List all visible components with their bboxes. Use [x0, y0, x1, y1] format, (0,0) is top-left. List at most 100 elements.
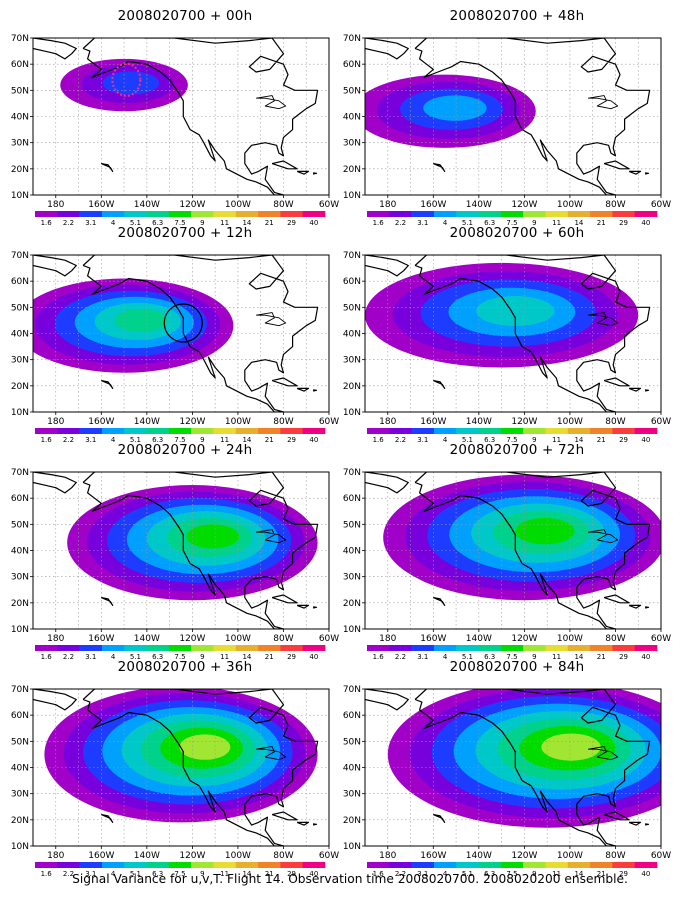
lon-tick-label: 100W: [557, 634, 583, 644]
map-figure: 10N 20N 30N 40N 50N 60N 70N 180 160W 140W 120W 100W…: [343, 245, 682, 444]
colorbar-label: 14: [574, 219, 583, 227]
lat-tick-label: 30N: [11, 573, 29, 583]
colorbar-swatch: [35, 211, 58, 217]
lat-tick-label: 30N: [343, 139, 361, 149]
lat-tick-label: 10N: [343, 408, 361, 418]
colorbar-swatch: [146, 645, 170, 651]
lat-tick-label: 40N: [11, 764, 29, 774]
colorbar-swatch: [191, 428, 214, 434]
lon-tick-label: 140W: [466, 851, 492, 861]
lon-tick-label: 180: [379, 417, 396, 427]
colorbar-label: 5.1: [130, 870, 141, 878]
gridlines: [365, 255, 661, 412]
map-panel: 2008020700 + 60h 10N 20N 30N 40N 50N 60N 70N 180…: [343, 225, 682, 444]
colorbar-swatch: [280, 211, 303, 217]
colorbar-label: 29: [619, 870, 628, 878]
panel-title: 2008020700 + 84h: [449, 659, 585, 675]
lon-tick-label: 60W: [319, 417, 339, 427]
coastline: [33, 255, 319, 412]
colorbar-swatch: [411, 862, 435, 868]
lon-tick-label: 60W: [319, 851, 339, 861]
lat-tick-label: 30N: [343, 573, 361, 583]
panel-title: 2008020700 + 48h: [449, 8, 585, 24]
colorbar-label: 3.1: [85, 219, 96, 227]
colorbar-label: 6.3: [484, 653, 495, 661]
colorbar-swatch: [478, 645, 502, 651]
lon-tick-label: 80W: [605, 417, 625, 427]
colorbar-swatch: [146, 428, 170, 434]
map-svg: 10N 20N 30N 40N 50N 60N 70N 180 160W 140W 120W 100W…: [343, 251, 671, 444]
lat-tick-label: 40N: [11, 113, 29, 123]
colorbar-swatch: [213, 211, 237, 217]
coastline: [365, 38, 651, 195]
lon-tick-label: 160W: [88, 200, 114, 210]
colorbar-label: 3.1: [417, 219, 428, 227]
colorbar-label: 14: [242, 219, 251, 227]
colorbar-label: 4: [111, 870, 116, 878]
colorbar-label: 1.6: [373, 870, 385, 878]
lat-tick-label: 50N: [343, 303, 361, 313]
colorbar-swatch: [433, 645, 457, 651]
colorbar-swatch: [124, 428, 147, 434]
lon-tick-label: 80W: [605, 200, 625, 210]
gridlines: [365, 472, 661, 629]
colorbar-swatch: [191, 862, 214, 868]
colorbar-swatch: [500, 862, 524, 868]
lon-tick-label: 120W: [511, 417, 537, 427]
colorbar-label: 2.2: [395, 436, 406, 444]
colorbar-label: 40: [309, 870, 318, 878]
colorbar-swatch: [612, 862, 635, 868]
colorbar-swatch: [456, 862, 479, 868]
colorbar-label: 40: [309, 653, 318, 661]
lat-tick-label: 60N: [343, 494, 361, 504]
colorbar-label: 6.3: [484, 436, 495, 444]
colorbar-swatch: [590, 211, 613, 217]
lon-tick-label: 120W: [179, 634, 205, 644]
colorbar-swatch: [146, 862, 170, 868]
lat-tick-label: 50N: [343, 737, 361, 747]
colorbar-label: 7.5: [506, 870, 517, 878]
lat-tick-label: 70N: [11, 34, 29, 44]
lon-tick-label: 60W: [319, 200, 339, 210]
lon-tick-label: 80W: [605, 851, 625, 861]
colorbar-label: 7.5: [174, 219, 185, 227]
colorbar-swatch: [523, 428, 546, 434]
colorbar-label: 11: [552, 219, 561, 227]
colorbar-label: 1.6: [41, 653, 53, 661]
panel-title: 2008020700 + 24h: [117, 442, 253, 458]
colorbar-swatch: [634, 645, 658, 651]
map-svg: 10N 20N 30N 40N 50N 60N 70N 180 160W 140W 120W 100W…: [343, 468, 671, 661]
lon-tick-label: 160W: [420, 634, 446, 644]
lon-tick-label: 180: [379, 851, 396, 861]
colorbar-swatch: [456, 428, 479, 434]
colorbar-label: 4: [111, 219, 116, 227]
lon-tick-label: 120W: [511, 851, 537, 861]
lat-tick-label: 50N: [343, 520, 361, 530]
colorbar-swatch: [545, 862, 569, 868]
colorbar-label: 2.2: [395, 653, 406, 661]
map-figure: 10N 20N 30N 40N 50N 60N 70N 180 160W 140W 120W 100W…: [343, 679, 682, 878]
colorbar-swatch: [35, 862, 58, 868]
colorbar-label: 40: [309, 219, 318, 227]
colorbar-label: 4: [111, 436, 116, 444]
colorbar-label: 2.2: [63, 436, 74, 444]
lat-tick-label: 20N: [343, 382, 361, 392]
colorbar-swatch: [302, 211, 326, 217]
lon-tick-label: 100W: [225, 851, 251, 861]
colorbar-swatch: [168, 428, 192, 434]
lat-tick-label: 40N: [343, 764, 361, 774]
lon-tick-label: 80W: [273, 851, 293, 861]
lon-tick-label: 120W: [179, 200, 205, 210]
colorbar-label: 7.5: [174, 436, 185, 444]
colorbar-label: 21: [265, 219, 274, 227]
colorbar-swatch: [191, 211, 214, 217]
colorbar-label: 5.1: [462, 436, 473, 444]
colorbar-label: 11: [552, 653, 561, 661]
colorbar-swatch: [35, 428, 58, 434]
gridlines: [33, 38, 329, 195]
panel-title: 2008020700 + 12h: [117, 225, 253, 241]
colorbar-label: 29: [619, 653, 628, 661]
map-panel: 2008020700 + 48h 10N 20N 30N 40N 50N 60N 70N 180…: [343, 8, 682, 227]
lat-tick-label: 70N: [343, 468, 361, 478]
lat-tick-label: 40N: [343, 547, 361, 557]
